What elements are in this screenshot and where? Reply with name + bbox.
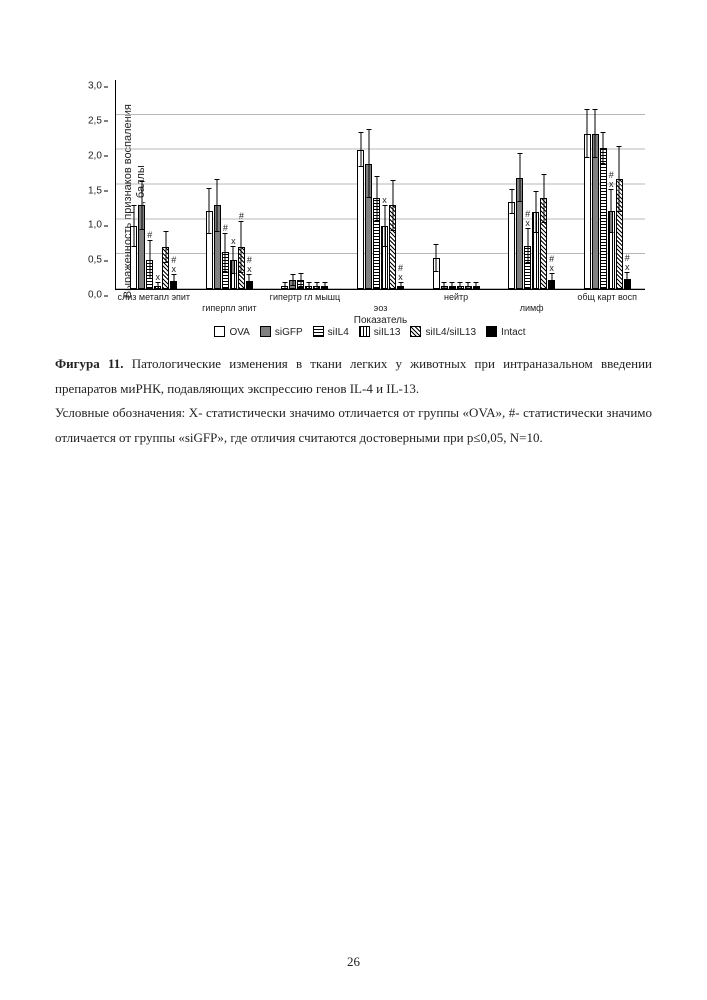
error-bar <box>217 179 218 232</box>
error-bar <box>316 282 317 289</box>
error-bar <box>444 282 445 289</box>
error-bar <box>460 282 461 289</box>
error-bar <box>324 282 325 289</box>
error-bar <box>384 205 385 247</box>
legend-swatch <box>214 326 225 337</box>
x-axis-label: Показатель <box>354 315 407 326</box>
error-bar <box>233 246 234 274</box>
legend-label: siIL4/siIL13 <box>425 327 476 338</box>
error-bar <box>292 274 293 285</box>
sig-marker: x <box>156 273 161 282</box>
page: Выраженность признаков воспаления легких… <box>0 0 707 1000</box>
y-tick: 2,0 <box>88 150 102 161</box>
y-tick: 0,5 <box>88 255 102 266</box>
error-bar <box>603 132 604 164</box>
legend-label: Intact <box>501 327 525 338</box>
y-tick: 3,0 <box>88 81 102 92</box>
sig-marker: x <box>382 196 387 205</box>
x-tick: эоз <box>374 303 388 313</box>
legend-swatch <box>260 326 271 337</box>
error-bar <box>543 174 544 223</box>
chart-bar <box>508 202 515 289</box>
sig-marker: x <box>549 264 554 273</box>
error-bar <box>360 132 361 167</box>
error-bar <box>511 189 512 214</box>
error-bar <box>173 274 174 288</box>
error-bar <box>284 282 285 289</box>
sig-marker: # <box>223 224 228 233</box>
x-tick: гипертр гл мышц <box>270 292 341 302</box>
chart-bar <box>600 148 607 289</box>
legend-label: siIL13 <box>374 327 401 338</box>
sig-marker: x <box>398 273 403 282</box>
caption-title: Фигура 11. <box>55 356 124 371</box>
error-bar <box>611 189 612 234</box>
error-bar <box>376 176 377 221</box>
sig-marker: x <box>525 219 530 228</box>
y-tick: 1,5 <box>88 185 102 196</box>
error-bar <box>241 221 242 273</box>
legend-swatch <box>313 326 324 337</box>
x-tick: нейтр <box>444 292 468 302</box>
chart-bar <box>357 150 364 289</box>
legend-swatch <box>410 326 421 337</box>
legend-swatch <box>486 326 497 337</box>
y-tick: 2,5 <box>88 115 102 126</box>
error-bar <box>165 231 166 263</box>
error-bar <box>141 181 142 230</box>
y-tick: 0,0 <box>88 290 102 301</box>
error-bar <box>300 273 301 287</box>
legend-label: siIL4 <box>328 327 349 338</box>
sig-marker: x <box>625 263 630 272</box>
error-bar <box>527 228 528 263</box>
y-tick: 1,0 <box>88 220 102 231</box>
sig-marker: x <box>247 265 252 274</box>
figure-11-chart: Выраженность признаков воспаления легких… <box>85 80 645 320</box>
error-bar <box>209 188 210 234</box>
error-bar <box>249 274 250 288</box>
chart-plot-area: 0,00,51,01,52,02,53,0слиз метапл эпитгип… <box>115 80 645 290</box>
error-bar <box>535 191 536 233</box>
sig-marker: x <box>231 237 236 246</box>
error-bar <box>519 153 520 202</box>
sig-marker: x <box>172 265 177 274</box>
error-bar <box>619 146 620 213</box>
figure-caption: Фигура 11. Патологические изменения в тк… <box>55 352 652 451</box>
error-bar <box>452 282 453 289</box>
error-bar <box>149 240 150 279</box>
legend-label: siGFP <box>275 327 303 338</box>
error-bar <box>587 109 588 158</box>
page-number: 26 <box>347 954 360 970</box>
error-bar <box>551 273 552 287</box>
error-bar <box>595 109 596 158</box>
error-bar <box>392 180 393 232</box>
sig-marker: # <box>239 212 244 221</box>
legend-swatch <box>359 326 370 337</box>
error-bar <box>308 282 309 289</box>
sig-marker: x <box>609 180 614 189</box>
error-bar <box>468 282 469 289</box>
error-bar <box>157 282 158 289</box>
error-bar <box>476 282 477 289</box>
error-bar <box>627 272 628 286</box>
caption-text: Патологические изменения в ткани легких … <box>55 356 652 396</box>
x-tick: лимф <box>520 303 544 313</box>
x-tick: общ карт восп <box>577 292 637 302</box>
error-bar <box>133 205 134 247</box>
legend-label: OVA <box>229 327 249 338</box>
chart-legend: OVA siGFP siIL4 siIL13 siIL4/siIL13 Intact <box>85 326 645 338</box>
error-bar <box>225 233 226 272</box>
error-bar <box>400 282 401 289</box>
sig-marker: # <box>147 231 152 240</box>
error-bar <box>436 244 437 272</box>
error-bar <box>368 129 369 199</box>
x-tick: гиперпл эпит <box>202 303 256 313</box>
x-tick: слиз метапл эпит <box>117 292 190 302</box>
caption-legend: Условные обозначения: X- статистически з… <box>55 401 652 450</box>
